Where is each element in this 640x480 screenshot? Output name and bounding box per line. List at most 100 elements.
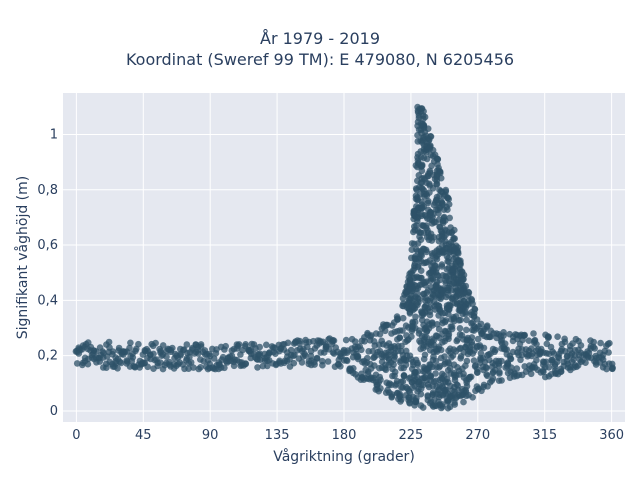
data-point: [453, 381, 461, 388]
data-point: [419, 404, 427, 411]
data-point: [419, 245, 427, 253]
data-point: [296, 337, 304, 345]
data-point: [361, 338, 368, 345]
data-point: [187, 359, 195, 366]
data-point: [256, 350, 264, 357]
data-point: [542, 358, 550, 366]
data-point: [197, 364, 204, 371]
data-point: [480, 344, 488, 352]
data-point: [427, 230, 435, 238]
data-point: [399, 327, 406, 334]
data-point: [290, 359, 298, 367]
data-point: [358, 346, 365, 354]
data-point: [561, 338, 569, 346]
data-point: [242, 360, 249, 368]
data-point: [484, 372, 491, 380]
data-point: [264, 362, 271, 370]
data-point: [406, 308, 414, 316]
data-point: [195, 350, 202, 357]
data-point: [436, 168, 444, 175]
data-point: [351, 338, 359, 345]
data-point: [235, 341, 243, 348]
data-point: [417, 251, 425, 258]
data-point: [399, 378, 407, 385]
data-point: [324, 358, 332, 365]
data-point: [437, 295, 444, 303]
data-point: [442, 279, 450, 287]
data-point: [421, 279, 429, 286]
data-point: [482, 363, 490, 371]
data-point: [498, 377, 505, 384]
y-tick-label: 1: [50, 127, 58, 142]
y-tick-label: 0,8: [37, 183, 58, 198]
data-point: [458, 332, 466, 339]
data-point: [448, 323, 456, 330]
y-axis-title: Signifikant våghöjd (m): [14, 176, 31, 339]
data-point: [455, 266, 463, 273]
data-point: [474, 369, 481, 377]
data-point: [498, 357, 505, 365]
data-point: [313, 354, 321, 362]
data-point: [256, 343, 264, 351]
data-point: [342, 336, 350, 344]
data-point: [114, 365, 121, 372]
data-point: [557, 368, 565, 375]
data-point: [503, 346, 511, 353]
x-tick-label: 180: [332, 428, 357, 443]
data-point: [414, 263, 422, 271]
data-point: [378, 337, 386, 345]
x-tick-label: 0: [72, 428, 80, 443]
data-point: [443, 273, 450, 281]
data-point: [412, 313, 419, 321]
data-point: [411, 223, 418, 230]
data-point: [455, 307, 463, 314]
data-point: [330, 337, 338, 345]
data-point: [426, 311, 434, 319]
data-point: [418, 167, 426, 175]
data-point: [163, 353, 170, 361]
data-point: [419, 137, 427, 144]
data-point: [469, 394, 477, 401]
data-point: [183, 341, 191, 348]
data-point: [319, 361, 326, 369]
y-axis-ticks: 0 0,2 0,4 0,6 0,8 1: [37, 127, 58, 418]
data-point: [73, 360, 81, 367]
data-point: [521, 332, 528, 339]
data-point: [414, 368, 422, 375]
data-point: [425, 236, 433, 244]
data-point: [391, 372, 398, 380]
data-point: [161, 361, 168, 369]
data-point: [513, 365, 521, 372]
data-point: [132, 347, 139, 355]
data-point: [99, 348, 106, 355]
data-point: [406, 285, 413, 293]
data-point: [528, 352, 535, 360]
data-point: [127, 339, 134, 347]
x-tick-label: 135: [265, 428, 290, 443]
data-point: [491, 348, 498, 356]
data-point: [406, 279, 414, 287]
data-point: [167, 346, 175, 354]
data-point: [451, 226, 458, 234]
data-point: [370, 338, 378, 345]
data-point: [426, 189, 433, 196]
data-point: [420, 355, 428, 363]
data-point: [440, 287, 447, 295]
data-point: [126, 344, 133, 352]
data-point: [432, 357, 440, 365]
data-point: [423, 289, 431, 296]
data-point: [242, 341, 249, 348]
data-point: [437, 174, 445, 182]
data-point: [467, 373, 475, 381]
data-point: [416, 233, 423, 241]
data-point: [415, 274, 423, 282]
data-point: [508, 364, 515, 372]
data-point: [527, 370, 535, 378]
data-point: [582, 359, 589, 367]
data-point: [488, 377, 496, 385]
data-point: [304, 343, 311, 351]
data-point: [391, 353, 399, 360]
data-point: [159, 342, 167, 349]
data-point: [484, 322, 491, 330]
data-point: [375, 387, 383, 395]
